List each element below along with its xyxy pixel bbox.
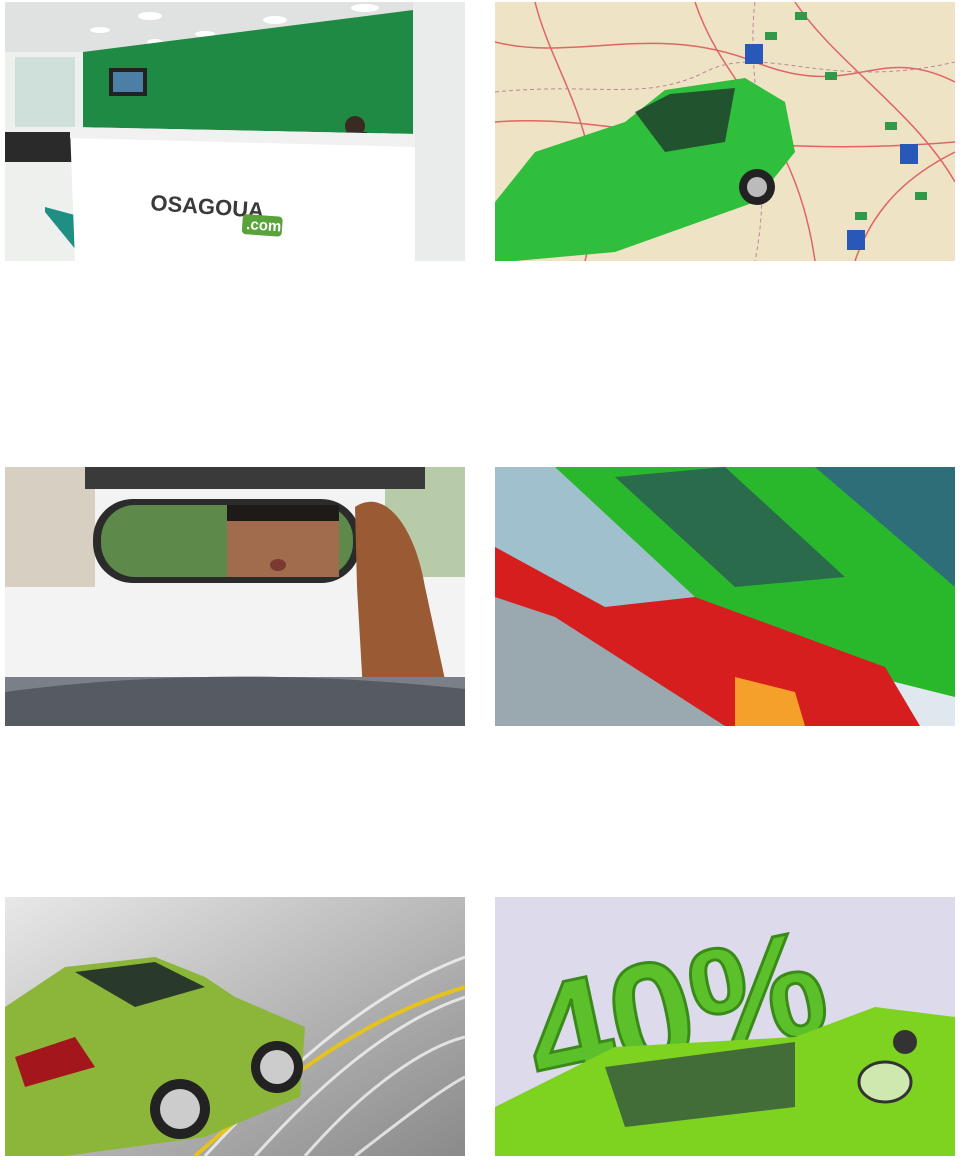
hair bbox=[227, 505, 339, 521]
hand bbox=[355, 501, 455, 726]
logo-domain: .com bbox=[246, 216, 282, 235]
speed-car-photo[interactable] bbox=[5, 897, 465, 1156]
reception-desk bbox=[70, 127, 415, 261]
car-window bbox=[75, 962, 205, 1007]
silver-car bbox=[495, 597, 725, 726]
desk-top bbox=[70, 127, 415, 147]
ceiling-lights bbox=[90, 4, 379, 45]
roof-lining bbox=[85, 467, 425, 489]
pillar bbox=[413, 2, 465, 261]
hubcap bbox=[747, 177, 767, 197]
lips bbox=[270, 559, 286, 571]
green-wall bbox=[83, 10, 413, 142]
emblem bbox=[857, 1060, 913, 1104]
building bbox=[5, 467, 95, 587]
green-car-window bbox=[615, 467, 845, 587]
red-car-windshield bbox=[495, 467, 695, 607]
map-car-photo[interactable] bbox=[495, 2, 955, 261]
mirror-photo[interactable] bbox=[5, 467, 465, 726]
tail-light bbox=[15, 1037, 95, 1087]
car-windows bbox=[635, 88, 735, 152]
receptionist bbox=[345, 116, 365, 136]
hubcap bbox=[260, 1050, 294, 1084]
office-photo[interactable]: OSAGOUA .com bbox=[5, 2, 465, 261]
logo-badge bbox=[241, 214, 283, 237]
headlight bbox=[735, 677, 805, 726]
window bbox=[15, 57, 75, 127]
eu-plates bbox=[745, 44, 918, 250]
headlight bbox=[893, 1030, 917, 1054]
windshield bbox=[605, 1042, 795, 1127]
cars-row-photo[interactable] bbox=[495, 467, 955, 726]
green-car bbox=[5, 957, 305, 1156]
dashboard-edge bbox=[5, 676, 465, 726]
hubcap bbox=[160, 1089, 200, 1129]
sofa bbox=[5, 132, 80, 162]
discount-photo[interactable]: 40% bbox=[495, 897, 955, 1156]
tv-screen bbox=[113, 72, 143, 92]
road-markers bbox=[765, 12, 927, 220]
